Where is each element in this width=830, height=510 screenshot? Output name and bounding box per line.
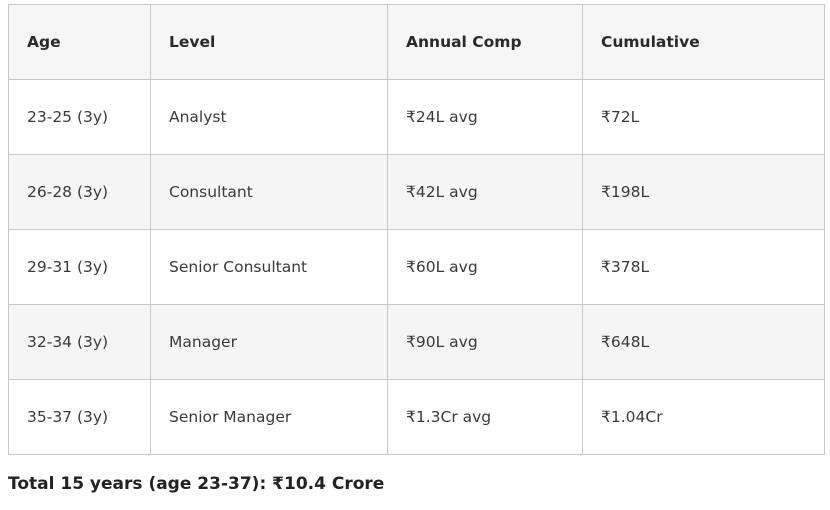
cell-cumulative: ₹378L xyxy=(582,229,825,305)
cell-cumulative: ₹1.04Cr xyxy=(582,379,825,455)
table-row: 35-37 (3y) Senior Manager ₹1.3Cr avg ₹1.… xyxy=(8,379,825,455)
header-cumulative: Cumulative xyxy=(582,4,825,80)
table-row: 26-28 (3y) Consultant ₹42L avg ₹198L xyxy=(8,154,825,230)
cell-cumulative: ₹72L xyxy=(582,79,825,155)
table-row: 29-31 (3y) Senior Consultant ₹60L avg ₹3… xyxy=(8,229,825,305)
cell-annual-comp: ₹90L avg xyxy=(387,304,583,380)
table-header: Age Level Annual Comp Cumulative xyxy=(8,4,825,80)
total-summary: Total 15 years (age 23-37): ₹10.4 Crore xyxy=(8,474,385,494)
cell-annual-comp: ₹24L avg xyxy=(387,79,583,155)
compensation-table: Age Level Annual Comp Cumulative 23-25 (… xyxy=(8,4,825,455)
table-row: 23-25 (3y) Analyst ₹24L avg ₹72L xyxy=(8,79,825,155)
cell-age: 26-28 (3y) xyxy=(8,154,151,230)
header-annual-comp: Annual Comp xyxy=(387,4,583,80)
table-body: 23-25 (3y) Analyst ₹24L avg ₹72L 26-28 (… xyxy=(8,79,825,455)
table-row: 32-34 (3y) Manager ₹90L avg ₹648L xyxy=(8,304,825,380)
cell-cumulative: ₹198L xyxy=(582,154,825,230)
cell-age: 23-25 (3y) xyxy=(8,79,151,155)
cell-level: Manager xyxy=(150,304,388,380)
cell-level: Senior Manager xyxy=(150,379,388,455)
cell-age: 32-34 (3y) xyxy=(8,304,151,380)
cell-age: 35-37 (3y) xyxy=(8,379,151,455)
header-level: Level xyxy=(150,4,388,80)
cell-annual-comp: ₹42L avg xyxy=(387,154,583,230)
header-row: Age Level Annual Comp Cumulative xyxy=(8,4,825,80)
cell-level: Senior Consultant xyxy=(150,229,388,305)
cell-age: 29-31 (3y) xyxy=(8,229,151,305)
cell-cumulative: ₹648L xyxy=(582,304,825,380)
cell-annual-comp: ₹60L avg xyxy=(387,229,583,305)
cell-level: Analyst xyxy=(150,79,388,155)
cell-annual-comp: ₹1.3Cr avg xyxy=(387,379,583,455)
header-age: Age xyxy=(8,4,151,80)
cell-level: Consultant xyxy=(150,154,388,230)
